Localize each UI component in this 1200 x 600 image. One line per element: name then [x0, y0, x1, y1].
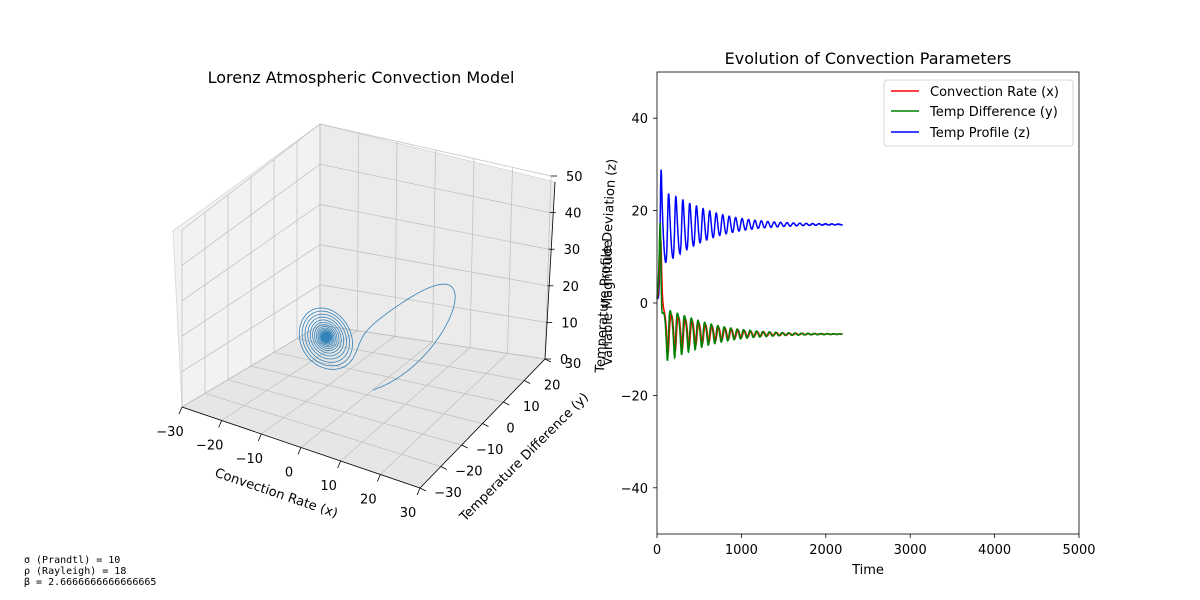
legend-box [883, 79, 1074, 147]
y-tick [523, 380, 531, 384]
magnitude-tick-label: −20 [621, 389, 648, 404]
param-rho: ρ (Rayleigh) = 18 [24, 566, 127, 577]
grid-line-z [181, 123, 552, 231]
x-tick-label: −30 [156, 425, 183, 440]
x-tick-label: −20 [196, 439, 223, 454]
grid-line-z [181, 244, 548, 337]
x-tick-label: 30 [400, 506, 417, 521]
attractor-trajectory [298, 283, 456, 391]
x-tick [416, 487, 421, 496]
x-tick-label: 10 [320, 479, 337, 494]
x-tick [178, 406, 183, 415]
y-tick [482, 423, 489, 427]
legend: Convection Rate (x) Temp Difference (y) … [883, 79, 1074, 147]
param-sigma: σ (Prandtl) = 10 [24, 555, 121, 566]
x-tick [297, 447, 302, 455]
x-tick-label: 20 [360, 493, 377, 508]
grid-line-z [181, 284, 547, 372]
y-tick [419, 487, 427, 492]
y-tick-label: 20 [544, 379, 561, 394]
z-tick-label: 10 [561, 316, 578, 331]
lorenz-3d-plot: Lorenz Atmospheric Convection Model −30−… [156, 68, 620, 526]
z-tick-label: 20 [562, 280, 579, 295]
attractor-line [298, 283, 456, 391]
grid-line-back-wall [544, 175, 552, 360]
z-axis-line [544, 181, 556, 360]
grid-3d [181, 123, 552, 489]
plot-area [657, 72, 1079, 534]
grid-line-z [181, 204, 549, 302]
magnitude-tick-label: 40 [631, 112, 648, 127]
grid-line-back-wall [357, 132, 359, 331]
z-tick-label: 50 [566, 170, 583, 185]
x-tick-label: 0 [285, 466, 293, 481]
y-tick-label: −20 [455, 465, 482, 480]
time-axis-label: Time [851, 563, 884, 578]
legend-label-z: Temp Profile (z) [929, 126, 1030, 141]
parameter-readout: σ (Prandtl) = 10 ρ (Rayleigh) = 18 β = 2.6… [24, 555, 156, 588]
y-tick [440, 466, 448, 470]
legend-label-x: Convection Rate (x) [930, 85, 1059, 100]
grid-line-back-wall [507, 167, 513, 354]
y-tick-label: 0 [506, 422, 514, 437]
series-temp-difference [656, 222, 843, 362]
time-series-plot: Evolution of Convection Parameters 0 1000… [601, 49, 1096, 578]
magnitude-axis-label: Variable Magnitude [601, 240, 616, 366]
grid-line-back-wall [394, 141, 398, 337]
x-tick [218, 420, 223, 428]
grid-line-back-wall [469, 158, 475, 348]
series-temp-profile [656, 169, 844, 300]
z-tick-label: 40 [565, 207, 582, 222]
z-tick-label: 0 [560, 353, 568, 368]
magnitude-tick-label: 0 [640, 297, 648, 312]
grid-line-z [181, 163, 550, 266]
y-tick [503, 401, 510, 406]
y-tick-label: 30 [565, 357, 582, 372]
x-tick [257, 433, 262, 442]
time-tick-label: 0 [653, 543, 661, 558]
series-lines [656, 169, 844, 362]
y-tick-label: 10 [523, 400, 540, 415]
y-tick [544, 358, 552, 363]
left-chart-title: Lorenz Atmospheric Convection Model [208, 68, 515, 87]
y-tick [461, 444, 468, 449]
x-tick [376, 474, 381, 482]
y-tick-label: −30 [434, 486, 461, 501]
time-tick-label: 3000 [894, 543, 927, 558]
x-tick [337, 460, 342, 469]
grid-line-back-wall [432, 149, 436, 343]
ticks-3d: −30−30−20−20−10−100010102020303001020304… [156, 170, 582, 521]
time-tick-label: 1000 [725, 543, 758, 558]
ticks-2d: 0 1000 2000 3000 4000 5000 −40 −20 0 20 40 [621, 112, 1096, 558]
magnitude-tick-label: −40 [621, 482, 648, 497]
time-tick-label: 2000 [809, 543, 842, 558]
right-chart-title: Evolution of Convection Parameters [725, 49, 1012, 68]
magnitude-tick-label: 20 [631, 205, 648, 220]
param-beta: β = 2.6666666666666665 [24, 577, 157, 588]
y-tick-label: −10 [476, 443, 503, 458]
legend-label-y: Temp Difference (y) [929, 105, 1058, 120]
back-right-pane [319, 123, 556, 360]
time-tick-label: 5000 [1062, 543, 1095, 558]
z-tick-label: 30 [564, 243, 581, 258]
time-tick-label: 4000 [978, 543, 1011, 558]
x-tick-label: −10 [236, 452, 263, 467]
